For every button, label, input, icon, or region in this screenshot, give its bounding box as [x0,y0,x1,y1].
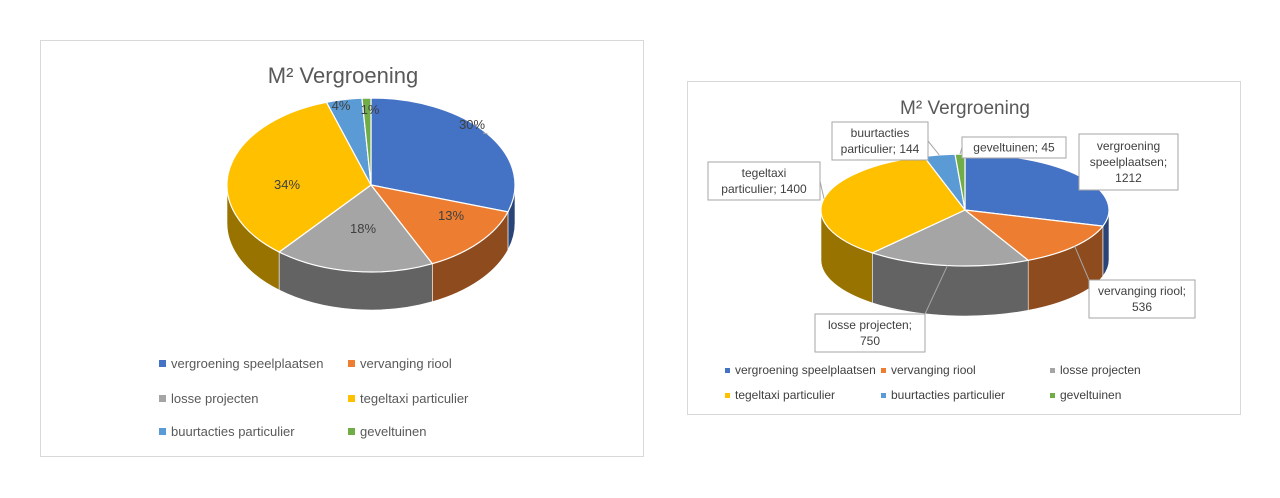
legend-swatch-vervanging-riool [348,360,355,367]
legend-swatch-losse-projecten [1050,368,1055,373]
callout-geveltuinen: geveltuinen; 45 [959,136,1067,159]
legend-swatch-vergroening-speelplaatsen [159,360,166,367]
callout-buurtacties-particulier: buurtacties particulier; 144 [831,121,940,161]
legend-item-tegeltaxi-particulier: tegeltaxi particulier [735,388,835,402]
pie2-slice-tegeltaxi-particulier [820,155,966,254]
chart-panel-percentages: M² Vergroening 30% 13% 18% 34% 4% 1% vergroenin… [40,40,644,457]
legend-swatch-buurtacties-particulier [881,393,886,398]
chart-panel-values: M² Vergroening vergroening speelplaatsen; 1… [687,81,1241,415]
callout-text: particulier; 1400 [721,182,807,196]
callout-text: vergroening [1097,139,1160,153]
legend-item-geveltuinen: geveltuinen [360,424,427,439]
pie1-slice-vervanging-riool [369,184,509,265]
legend-swatch-vervanging-riool [881,368,886,373]
pie1-slice-geveltuinen [361,97,372,186]
legend-item-losse-projecten: losse projecten [171,391,258,406]
callout-tegeltaxi-particulier: tegeltaxi particulier; 1400 [707,161,825,201]
chart-title: M² Vergroening [268,63,418,88]
data-label-tegeltaxi-particulier: 34% [274,177,300,192]
data-label-buurtacties-particulier: 4% [332,98,351,113]
pie-chart-percentages: M² Vergroening 30% 13% 18% 34% 4% 1% vergroenin… [159,63,516,439]
callout-vervanging-riool: vervanging riool; 536 [1074,246,1196,319]
legend-swatch-tegeltaxi-particulier [725,393,730,398]
legend-swatch-vergroening-speelplaatsen [725,368,730,373]
callout-text: buurtacties [851,126,910,140]
callout-text: tegeltaxi [742,166,787,180]
pie-chart-values: M² Vergroening vergroening speelplaatsen; 1… [707,98,1196,402]
legend-item-buurtacties-particulier: buurtacties particulier [891,388,1005,402]
legend-item-vervanging-riool: vervanging riool [891,363,976,377]
legend-item-vervanging-riool: vervanging riool [360,356,452,371]
legend-item-losse-projecten: losse projecten [1060,363,1141,377]
pie2-slice-losse-projecten [870,209,1030,267]
callout-text: losse projecten; [828,318,912,332]
callout-text: geveltuinen; 45 [973,141,1055,155]
legend-item-buurtacties-particulier: buurtacties particulier [171,424,295,439]
legend-swatch-losse-projecten [159,395,166,402]
data-label-vergroening-speelplaatsen: 30% [459,117,485,132]
pie1-slice-tegeltaxi-particulier [226,101,372,253]
data-label-vervanging-riool: 13% [438,208,464,223]
chart-title: M² Vergroening [900,98,1030,119]
callout-text: 750 [860,334,880,348]
data-label-geveltuinen: 1% [361,102,380,117]
callout-vergroening-speelplaatsen: vergroening speelplaatsen; 1212 [1078,133,1179,191]
callout-text: 1212 [1115,171,1142,185]
callout-text: vervanging riool; [1098,284,1186,298]
legend-item-geveltuinen: geveltuinen [1060,388,1121,402]
callout-text: particulier; 144 [841,142,920,156]
callout-text: 536 [1132,300,1152,314]
callout-losse-projecten: losse projecten; 750 [814,265,948,353]
pie1-slice-losse-projecten [278,184,434,273]
pie2-slice-vervanging-riool [962,209,1105,261]
callout-text: speelplaatsen; [1090,155,1167,169]
legend-swatch-tegeltaxi-particulier [348,395,355,402]
legend-swatch-geveltuinen [1050,393,1055,398]
legend-swatch-buurtacties-particulier [159,428,166,435]
legend-item-vergroening-speelplaatsen: vergroening speelplaatsen [171,356,324,371]
legend-swatch-geveltuinen [348,428,355,435]
legend-item-vergroening-speelplaatsen: vergroening speelplaatsen [735,363,876,377]
legend-item-tegeltaxi-particulier: tegeltaxi particulier [360,391,469,406]
data-label-losse-projecten: 18% [350,221,376,236]
